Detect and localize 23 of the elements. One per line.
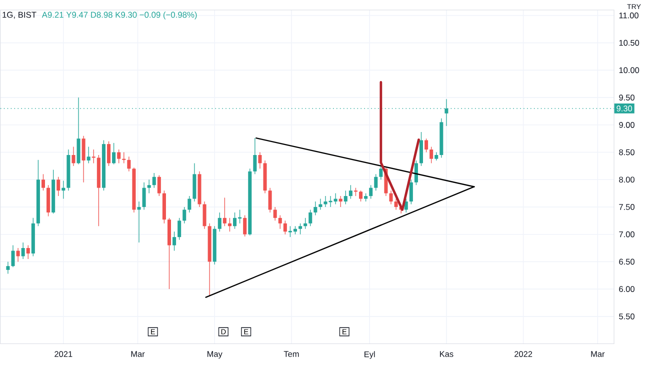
chart-subtitle: A9.21 Y9.47 D8.98 K9.30 −0.09 (−0.98%) xyxy=(42,12,197,20)
x-tick-label: Eyl xyxy=(364,351,375,359)
x-tick-label: Mar xyxy=(591,351,605,358)
x-tick-label: May xyxy=(207,351,222,359)
y-tick-label: 9.00 xyxy=(619,122,634,128)
x-tick-label: 2021 xyxy=(54,351,72,358)
y-tick-label: 11.00 xyxy=(619,12,638,18)
y-tick-label: 10.50 xyxy=(619,40,640,46)
y-tick-label: 7.00 xyxy=(619,232,634,238)
y-tick-label: 6.00 xyxy=(619,286,634,292)
chart-title: 1G, BIST xyxy=(2,12,36,19)
y-tick-label: 7.50 xyxy=(619,204,634,210)
x-tick-label: Tem xyxy=(284,351,299,358)
y-tick-label: 9.50 xyxy=(619,94,634,101)
x-tick-label: Mar xyxy=(131,351,145,358)
y-tick-label: 8.00 xyxy=(619,176,634,183)
y-tick-label: 5.50 xyxy=(619,314,634,320)
y-tick-label: 6.50 xyxy=(619,258,634,265)
y-tick-label: 10.00 xyxy=(619,67,640,74)
x-tick-label: Kas xyxy=(440,351,454,358)
ref-line-label: 9.30 xyxy=(616,106,632,112)
x-tick-label: 2022 xyxy=(514,351,532,358)
y-tick-label: 8.50 xyxy=(619,149,634,156)
